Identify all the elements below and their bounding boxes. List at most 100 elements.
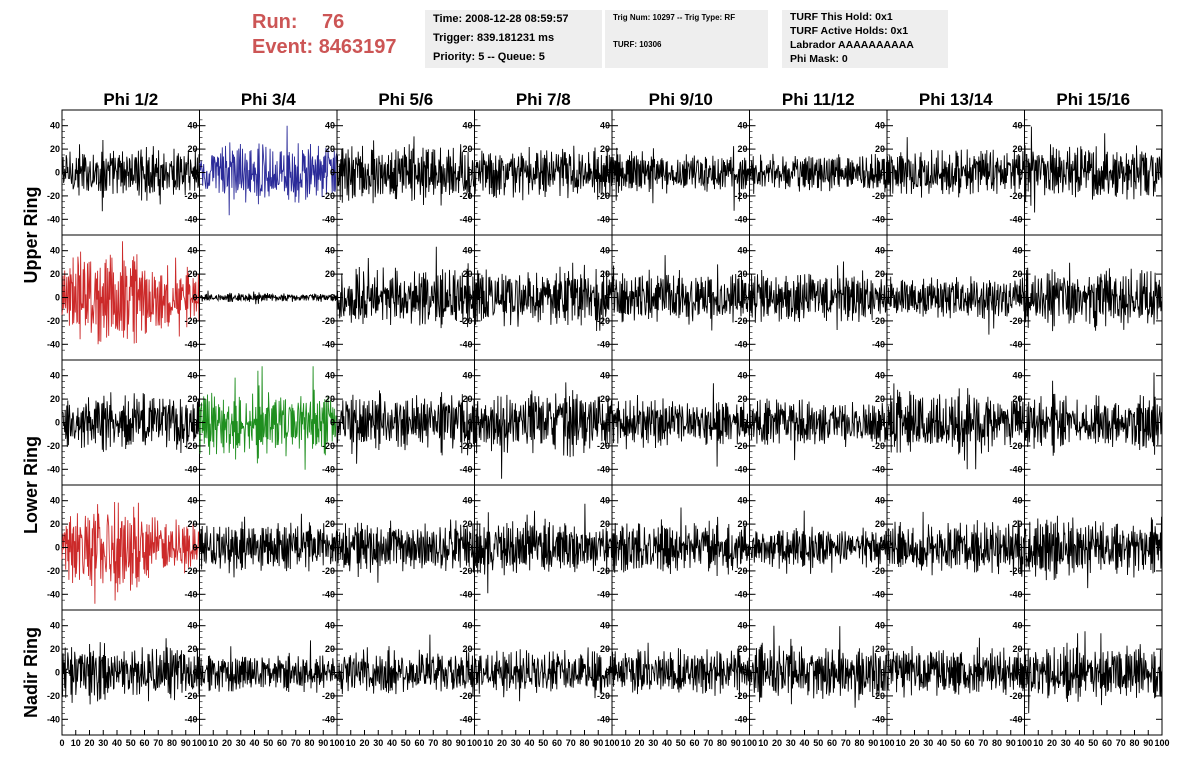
y-tick-label: 0 bbox=[605, 293, 610, 303]
x-tick-label: 10 bbox=[71, 738, 81, 748]
y-tick-label: -20 bbox=[184, 316, 197, 326]
y-tick-label: -20 bbox=[459, 191, 472, 201]
y-tick-label: 20 bbox=[325, 519, 335, 529]
y-tick-label: 20 bbox=[875, 644, 885, 654]
y-tick-label: 20 bbox=[187, 519, 197, 529]
y-tick-label: -40 bbox=[734, 464, 747, 474]
x-tick-label: 30 bbox=[373, 738, 383, 748]
y-tick-label: -20 bbox=[597, 441, 610, 451]
y-tick-label: -20 bbox=[322, 316, 335, 326]
x-tick-label: 30 bbox=[923, 738, 933, 748]
waveform-trace bbox=[61, 241, 200, 345]
y-tick-label: 40 bbox=[187, 621, 197, 631]
y-tick-label: 40 bbox=[737, 621, 747, 631]
waveform-trace bbox=[749, 625, 888, 708]
x-tick-label: 90 bbox=[1006, 738, 1016, 748]
y-tick-label: 0 bbox=[467, 543, 472, 553]
x-tick-label: 40 bbox=[1074, 738, 1084, 748]
y-tick-label: 0 bbox=[330, 668, 335, 678]
y-tick-label: 20 bbox=[462, 519, 472, 529]
column-header: Phi 3/4 bbox=[241, 90, 296, 109]
y-tick-label: -20 bbox=[1009, 316, 1022, 326]
y-tick-label: -40 bbox=[1009, 214, 1022, 224]
waveform-trace bbox=[336, 136, 475, 206]
waveform-trace bbox=[61, 139, 200, 212]
y-tick-label: -40 bbox=[734, 214, 747, 224]
y-tick-label: -40 bbox=[322, 464, 335, 474]
y-tick-label: -40 bbox=[872, 464, 885, 474]
waveform-trace bbox=[336, 519, 475, 583]
event-line: Event: 8463197 bbox=[252, 35, 397, 60]
y-tick-label: -40 bbox=[459, 589, 472, 599]
x-tick-label: 40 bbox=[524, 738, 534, 748]
x-tick-label: 90 bbox=[456, 738, 466, 748]
y-tick-label: 20 bbox=[1012, 269, 1022, 279]
y-tick-label: 40 bbox=[737, 371, 747, 381]
time-info-box: Time: 2008-12-28 08:59:57 Trigger: 839.1… bbox=[425, 10, 602, 68]
y-tick-label: 20 bbox=[875, 269, 885, 279]
labrador-text: Labrador AAAAAAAAAA bbox=[790, 39, 914, 51]
x-tick-label: 20 bbox=[1047, 738, 1057, 748]
x-tick-label: 80 bbox=[579, 738, 589, 748]
x-tick-label: 100 bbox=[1017, 738, 1032, 748]
waveform-trace bbox=[199, 640, 338, 693]
y-tick-label: 0 bbox=[192, 668, 197, 678]
y-tick-label: 0 bbox=[55, 668, 60, 678]
y-tick-label: 0 bbox=[880, 418, 885, 428]
x-tick-label: 50 bbox=[263, 738, 273, 748]
waveform-trace bbox=[336, 634, 475, 696]
y-tick-label: 40 bbox=[50, 496, 60, 506]
y-tick-label: 0 bbox=[192, 168, 197, 178]
turf-text: TURF: 10306 bbox=[613, 40, 662, 49]
y-tick-label: 40 bbox=[600, 246, 610, 256]
x-tick-label: 70 bbox=[153, 738, 163, 748]
y-tick-label: -40 bbox=[1009, 339, 1022, 349]
y-tick-label: 40 bbox=[875, 246, 885, 256]
y-tick-label: 20 bbox=[600, 269, 610, 279]
y-tick-label: 20 bbox=[187, 144, 197, 154]
y-tick-label: -40 bbox=[459, 214, 472, 224]
y-tick-label: 40 bbox=[1012, 496, 1022, 506]
y-tick-label: -20 bbox=[184, 691, 197, 701]
y-tick-label: 0 bbox=[742, 293, 747, 303]
turf-info-box: TURF This Hold: 0x1 TURF Active Holds: 0… bbox=[782, 10, 948, 68]
y-tick-label: -40 bbox=[47, 464, 60, 474]
x-tick-label: 10 bbox=[896, 738, 906, 748]
x-tick-label: 80 bbox=[442, 738, 452, 748]
y-tick-label: -40 bbox=[47, 339, 60, 349]
y-tick-label: -20 bbox=[734, 441, 747, 451]
y-tick-label: 40 bbox=[50, 371, 60, 381]
x-tick-label: 50 bbox=[676, 738, 686, 748]
x-tick-label: 50 bbox=[951, 738, 961, 748]
y-tick-label: -40 bbox=[597, 464, 610, 474]
y-tick-label: 40 bbox=[325, 121, 335, 131]
run-value: 76 bbox=[322, 11, 345, 33]
x-tick-label: 50 bbox=[1088, 738, 1098, 748]
y-tick-label: 20 bbox=[875, 519, 885, 529]
y-tick-label: 40 bbox=[1012, 371, 1022, 381]
y-tick-label: 0 bbox=[192, 418, 197, 428]
column-header: Phi 5/6 bbox=[378, 90, 433, 109]
y-tick-label: -40 bbox=[597, 714, 610, 724]
waveform-trace bbox=[886, 637, 1025, 698]
column-header: Phi 11/12 bbox=[782, 90, 855, 109]
waveform-trace bbox=[474, 382, 613, 479]
waveform-trace bbox=[199, 513, 338, 578]
y-tick-label: -40 bbox=[47, 714, 60, 724]
waveform-trace bbox=[749, 261, 888, 331]
y-tick-label: 0 bbox=[1017, 418, 1022, 428]
y-tick-label: 0 bbox=[467, 168, 472, 178]
y-tick-label: 20 bbox=[875, 394, 885, 404]
x-tick-label: 30 bbox=[786, 738, 796, 748]
waveform-trace bbox=[886, 276, 1025, 335]
x-tick-label: 80 bbox=[167, 738, 177, 748]
x-tick-label: 60 bbox=[964, 738, 974, 748]
y-tick-label: -40 bbox=[184, 464, 197, 474]
waveform-trace bbox=[199, 290, 338, 305]
x-tick-label: 80 bbox=[717, 738, 727, 748]
y-tick-label: -40 bbox=[1009, 464, 1022, 474]
x-tick-label: 100 bbox=[467, 738, 482, 748]
x-tick-label: 40 bbox=[937, 738, 947, 748]
y-tick-label: 20 bbox=[737, 644, 747, 654]
y-tick-label: -20 bbox=[1009, 441, 1022, 451]
